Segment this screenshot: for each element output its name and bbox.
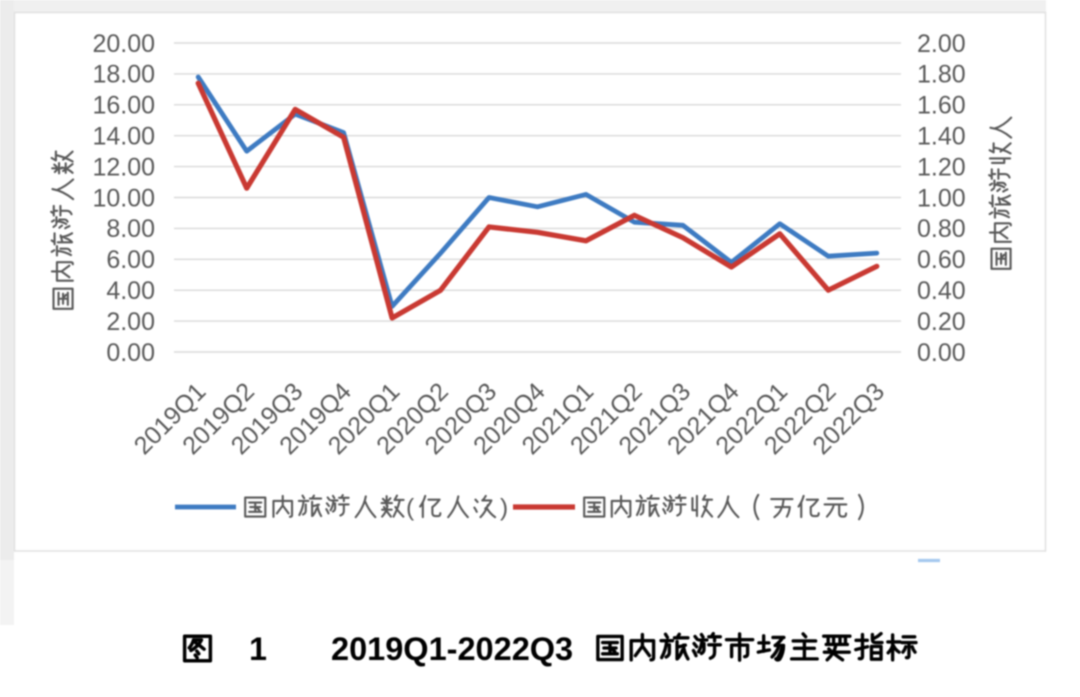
svg-text:14.00: 14.00 xyxy=(92,123,155,151)
svg-text:18.00: 18.00 xyxy=(92,61,155,89)
svg-text:20.00: 20.00 xyxy=(92,30,155,58)
svg-text:1.20: 1.20 xyxy=(917,153,966,181)
svg-text:1.00: 1.00 xyxy=(917,184,966,212)
svg-text:2019Q1-2022Q3: 2019Q1-2022Q3 xyxy=(331,631,573,667)
svg-text:16.00: 16.00 xyxy=(92,92,155,120)
svg-text:10.00: 10.00 xyxy=(92,184,155,212)
svg-text:0.80: 0.80 xyxy=(917,215,966,243)
svg-text:1: 1 xyxy=(249,631,267,667)
svg-text:8.00: 8.00 xyxy=(106,215,155,243)
svg-text:1.40: 1.40 xyxy=(917,123,966,151)
svg-text:0.40: 0.40 xyxy=(917,277,966,305)
svg-text:12.00: 12.00 xyxy=(92,153,155,181)
svg-text:(: ( xyxy=(406,495,415,522)
svg-text:2.00: 2.00 xyxy=(917,30,966,58)
svg-text:0.00: 0.00 xyxy=(106,339,155,367)
svg-text:4.00: 4.00 xyxy=(106,277,155,305)
svg-text:1.60: 1.60 xyxy=(917,92,966,120)
svg-text:0.60: 0.60 xyxy=(917,246,966,274)
svg-text:0.00: 0.00 xyxy=(917,339,966,367)
svg-text:6.00: 6.00 xyxy=(106,246,155,274)
svg-text:1.80: 1.80 xyxy=(917,61,966,89)
svg-text:2.00: 2.00 xyxy=(106,308,155,336)
svg-text:): ) xyxy=(500,495,508,522)
svg-text:0.20: 0.20 xyxy=(917,308,966,336)
